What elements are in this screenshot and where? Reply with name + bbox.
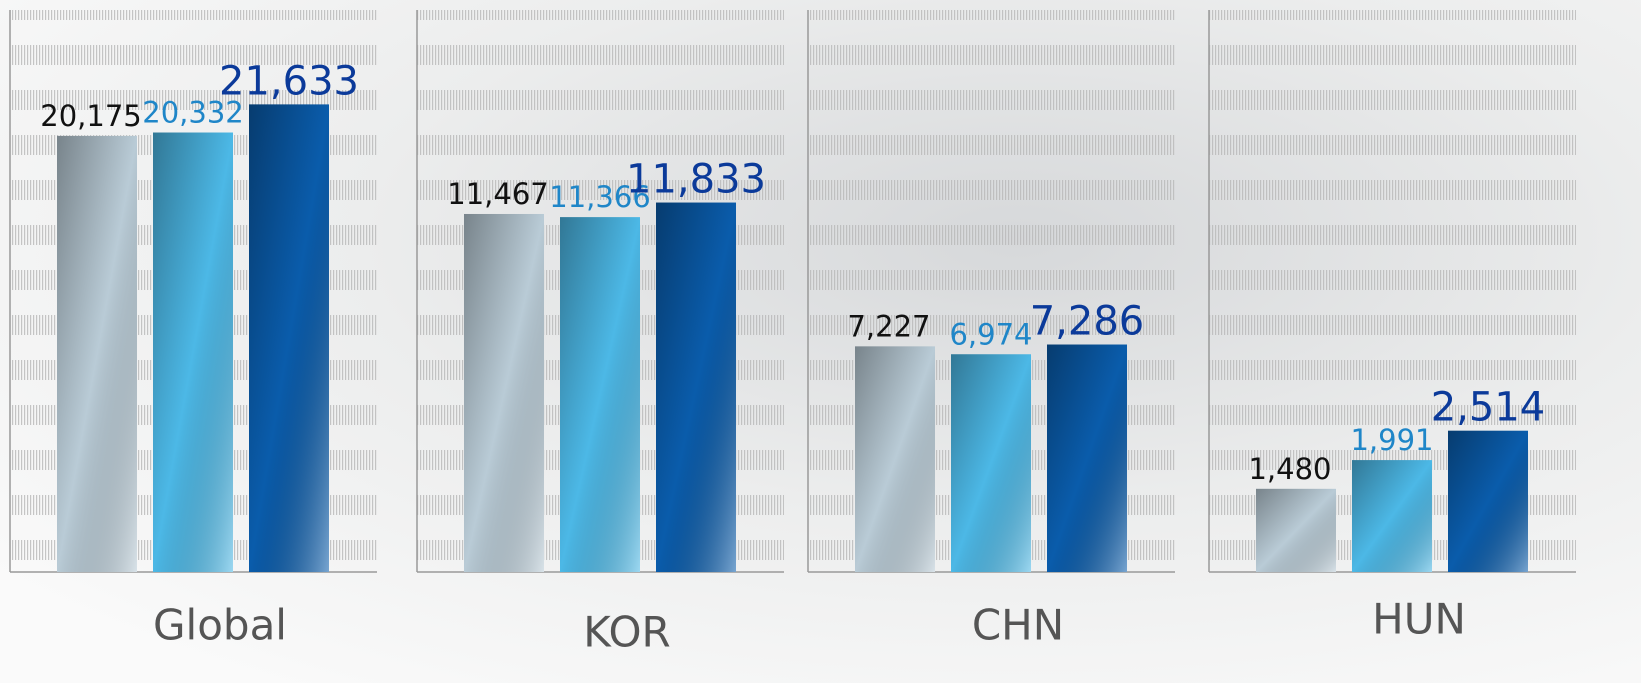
bar-shade: [1448, 430, 1528, 572]
value-label: 7,286: [1030, 299, 1145, 345]
bar-shade: [464, 213, 544, 572]
value-label: 11,833: [626, 157, 766, 203]
bar-shade: [1352, 460, 1432, 572]
value-label: 2,514: [1431, 385, 1546, 431]
value-label: 1,991: [1350, 423, 1433, 457]
bar-shade: [656, 202, 736, 573]
chart-title: CHN: [972, 601, 1064, 650]
value-label: 7,227: [847, 309, 930, 343]
value-label: 11,366: [549, 180, 650, 214]
bar-shade: [153, 132, 233, 573]
chart-title: HUN: [1372, 595, 1466, 644]
bar-shade: [57, 135, 137, 573]
value-label: 1,480: [1248, 452, 1331, 486]
bar-shade: [249, 104, 329, 573]
value-label: 20,175: [40, 99, 141, 133]
bar-shade: [560, 217, 640, 572]
value-label: 21,633: [219, 58, 359, 104]
chart-title: KOR: [583, 608, 671, 657]
value-label: 20,332: [142, 96, 243, 130]
value-label: 11,467: [447, 177, 548, 211]
bar-shade: [1047, 344, 1127, 572]
bar-shade: [951, 354, 1031, 572]
bar-shade: [1256, 488, 1336, 572]
bar-shade: [855, 346, 935, 572]
chart-title: Global: [153, 601, 287, 650]
value-label: 6,974: [949, 317, 1032, 351]
